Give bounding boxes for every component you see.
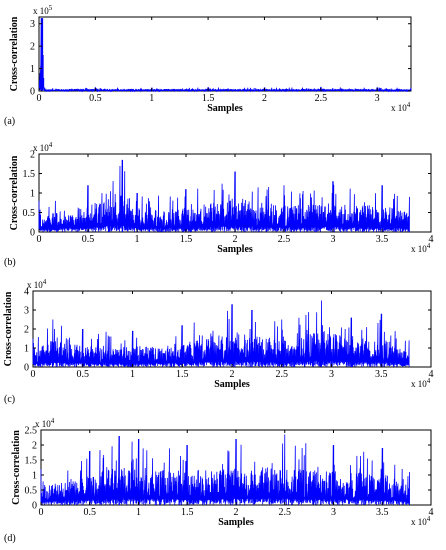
x-tick-label: 3 [375,93,380,104]
x-exponent-label: x 104 [411,377,431,389]
x-exponent-power: 4 [407,101,411,109]
series-line [38,159,410,233]
y-exponent-power: 4 [49,141,53,149]
y-tick-label: 0 [30,228,35,239]
x-tick-label: 0 [31,369,36,380]
x-tick-label: 2.5 [276,369,289,380]
x-tick-label: 2 [262,93,267,104]
x-tick-label: 1 [136,507,141,518]
y-exponent-power: 4 [43,278,47,286]
y-exponent-label: x 104 [33,141,53,153]
x-axis-label: Samples [214,379,250,390]
x-exponent-label: x 104 [411,515,431,527]
y-axis-label: Cross-correlation [9,16,20,91]
x-tick-label: 3.5 [376,507,389,518]
x-tick-label: 1 [135,234,140,245]
y-tick-label: 0 [24,363,29,374]
panel-label: (d) [4,533,16,544]
y-tick-label: 0 [32,501,37,512]
x-tick-label: 2.5 [279,507,292,518]
panel-label: (c) [4,394,15,405]
series-line [38,18,412,93]
x-exponent-power: 4 [427,242,431,250]
x-tick-label: 2 [233,234,238,245]
chart-panel-1: 0 0.5 1 1.5 2 2.5 3 0 1 2 3 x 105 x 104 Samples Cross-… [4,4,412,127]
y-tick-label: 2 [32,441,37,452]
y-tick-label: 2 [30,42,35,53]
x-tick-label: 3 [331,507,336,518]
x-tick-label: 1 [149,93,154,104]
x-tick-label: 0.5 [77,369,90,380]
x-tick-label: 4 [429,507,434,518]
y-tick-label: 3 [30,19,35,30]
y-tick-label: 1.5 [23,169,36,180]
y-exponent-power: 5 [49,4,53,12]
x-tick-label: 3.5 [376,234,389,245]
x-exponent-power: 4 [427,515,431,523]
y-axis-label: Cross-correlation [3,291,14,366]
series-line [32,300,410,368]
x-tick-label: 2 [230,369,235,380]
y-tick-label: 1 [32,471,37,482]
x-exponent-label: x 104 [411,242,431,254]
x-tick-label: 4 [429,234,434,245]
y-tick-label: 1 [30,189,35,200]
y-tick-label: 0.5 [23,208,36,219]
y-tick-label: 0.5 [25,486,38,497]
x-tick-label: 3 [329,369,334,380]
x-tick-label: 0 [39,507,44,518]
y-exponent-label: x 104 [35,417,55,429]
x-tick-label: 0.5 [82,234,95,245]
x-tick-label: 2.5 [315,93,328,104]
plot-frame [38,16,412,92]
panel-label: (b) [4,257,16,268]
x-tick-label: 0.5 [89,93,102,104]
y-axis-label: Cross-correlation [9,155,20,230]
y-tick-label: 3 [24,306,29,317]
x-axis-label: Samples [207,103,243,114]
x-axis-label: Samples [217,244,253,255]
y-axis-label: Cross-correlation [11,430,22,505]
series-line [40,434,410,506]
y-tick-label: 2.5 [25,426,38,437]
y-tick-label: 2 [30,150,35,161]
x-tick-label: 0 [37,93,42,104]
x-tick-label: 1.5 [180,234,193,245]
y-tick-label: 1 [24,344,29,355]
y-tick-label: 0 [30,87,35,98]
x-tick-label: 1.5 [202,93,215,104]
y-exponent-label: x 105 [33,4,53,16]
x-tick-label: 2.5 [278,234,291,245]
y-tick-label: 2 [24,325,29,336]
x-tick-label: 3 [331,234,336,245]
x-tick-label: 1 [130,369,135,380]
panel-label: (a) [4,116,15,127]
x-tick-label: 0 [37,234,42,245]
y-tick-label: 1 [30,64,35,75]
y-tick-label: 4 [24,287,29,298]
x-axis-label: Samples [218,517,254,528]
x-tick-label: 2 [234,507,239,518]
x-exponent-power: 4 [427,377,431,385]
x-tick-label: 1.5 [181,507,194,518]
x-tick-label: 1.5 [176,369,189,380]
y-tick-label: 1.5 [25,456,38,467]
x-tick-label: 0.5 [84,507,97,518]
y-exponent-power: 4 [51,417,55,425]
x-exponent-label: x 104 [391,101,411,113]
x-tick-label: 3.5 [375,369,388,380]
x-tick-label: 4 [429,369,434,380]
y-exponent-label: x 104 [27,278,47,290]
